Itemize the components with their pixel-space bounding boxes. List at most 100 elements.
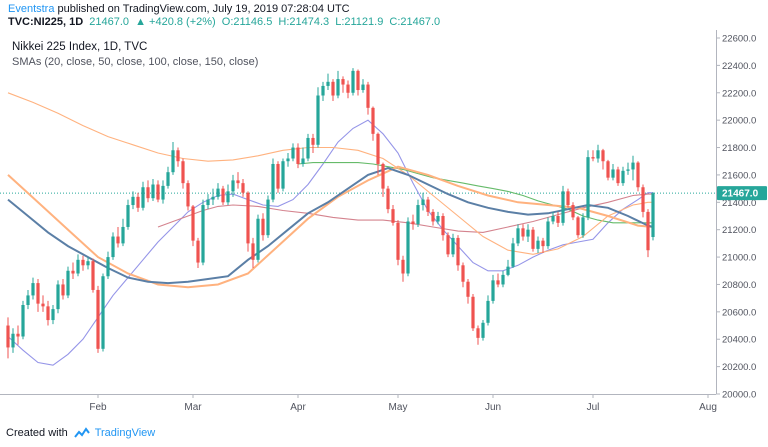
- y-tick-label: 20400.0: [722, 335, 756, 346]
- candle-body: [56, 284, 60, 310]
- candle-body: [291, 147, 295, 159]
- candle: [151, 179, 155, 201]
- candle-body: [476, 328, 480, 338]
- candle-body: [531, 229, 535, 249]
- price-change: ▲ +420.8 (+2%): [135, 16, 216, 28]
- candle: [576, 216, 580, 238]
- candle-body: [261, 218, 265, 236]
- candle: [316, 87, 320, 148]
- candle-body: [116, 236, 120, 244]
- candle-body: [601, 150, 605, 162]
- candle-body: [376, 133, 380, 164]
- candle-body: [386, 188, 390, 210]
- candle-body: [526, 229, 530, 237]
- candle-body: [276, 163, 280, 189]
- candle-body: [301, 158, 305, 164]
- candle: [476, 325, 480, 345]
- candle: [421, 192, 425, 211]
- candle-body: [581, 217, 585, 236]
- candle: [601, 148, 605, 170]
- candle: [481, 320, 485, 341]
- candle: [71, 262, 75, 279]
- candle-body: [576, 217, 580, 236]
- candle: [301, 147, 305, 167]
- candle-body: [536, 240, 540, 249]
- candle: [16, 325, 20, 345]
- legend-title[interactable]: Nikkei 225 Index, 1D, TVC: [12, 41, 148, 53]
- candle: [86, 257, 90, 270]
- candle-body: [146, 187, 150, 199]
- candle-body: [31, 283, 35, 296]
- candle-body: [441, 216, 445, 236]
- candle: [631, 155, 635, 181]
- candle: [616, 166, 620, 186]
- candle-body: [496, 280, 500, 285]
- candle: [21, 300, 25, 340]
- candle-body: [456, 237, 460, 266]
- candle: [261, 213, 265, 241]
- y-tick-label: 20000.0: [722, 390, 756, 401]
- candle-body: [251, 243, 255, 260]
- x-tick-label: Mar: [184, 402, 202, 413]
- y-tick-label: 21400.0: [722, 198, 756, 209]
- high-value: H:21474.3: [278, 16, 330, 28]
- candle-body: [91, 261, 95, 290]
- candle: [46, 300, 50, 326]
- candle-body: [481, 322, 485, 338]
- candle-body: [591, 157, 595, 159]
- candle-body: [471, 296, 475, 329]
- candle-body: [571, 205, 575, 218]
- candle-body: [566, 191, 570, 206]
- chart-area[interactable]: 20000.0 20200.0 20400.0 20600.0 20800.0 21000…: [0, 30, 768, 418]
- candle-body: [326, 81, 330, 86]
- candle-body: [616, 169, 620, 184]
- candle: [241, 179, 245, 197]
- candle: [461, 262, 465, 288]
- candle: [131, 191, 135, 210]
- candle: [451, 233, 455, 258]
- candle: [356, 69, 360, 96]
- legend-studies[interactable]: SMAs (20, close, 50, close, 100, close, …: [12, 56, 259, 68]
- candle-body: [6, 325, 10, 348]
- candle: [456, 235, 460, 271]
- candlestick-chart[interactable]: 20000.0 20200.0 20400.0 20600.0 20800.0 21000…: [0, 30, 768, 418]
- sma-line: [7, 92, 653, 255]
- candle: [166, 166, 170, 189]
- candle: [426, 196, 430, 216]
- candle: [76, 254, 80, 277]
- y-tick-label: 20600.0: [722, 307, 756, 318]
- published-text: published on TradingView.com, July 19, 2…: [54, 3, 350, 15]
- symbol-label[interactable]: TVC:NI225, 1D: [8, 16, 84, 28]
- chart-legend: Nikkei 225 Index, 1D, TVC SMAs (20, clos…: [12, 40, 258, 70]
- candle: [371, 106, 375, 141]
- tradingview-brand-link[interactable]: TradingView: [94, 427, 156, 439]
- candle: [571, 202, 575, 221]
- y-tick-label: 22400.0: [722, 61, 756, 72]
- candle: [566, 188, 570, 208]
- candle: [541, 237, 545, 253]
- candle-body: [311, 137, 315, 145]
- candle-body: [81, 259, 85, 266]
- y-tick-label: 21600.0: [722, 170, 756, 181]
- candle: [361, 79, 365, 93]
- candle: [191, 205, 195, 247]
- x-tick-label: Jul: [587, 402, 600, 413]
- candle: [176, 147, 180, 167]
- candle-body: [126, 205, 130, 227]
- candle: [6, 317, 10, 359]
- close-value: C:21467.0: [389, 16, 441, 28]
- candle-body: [631, 162, 635, 170]
- candle-body: [181, 161, 185, 184]
- candle: [161, 180, 165, 204]
- candle-body: [216, 188, 220, 197]
- tradingview-logo-icon: [74, 427, 90, 438]
- author-link[interactable]: Eventstra: [8, 3, 55, 15]
- x-tick-label: Jun: [485, 402, 501, 413]
- candle: [121, 218, 125, 247]
- candle-body: [431, 211, 435, 222]
- candle: [486, 295, 490, 326]
- candle: [401, 255, 405, 282]
- candle: [606, 159, 610, 181]
- candle-body: [366, 84, 370, 108]
- candle: [586, 150, 590, 221]
